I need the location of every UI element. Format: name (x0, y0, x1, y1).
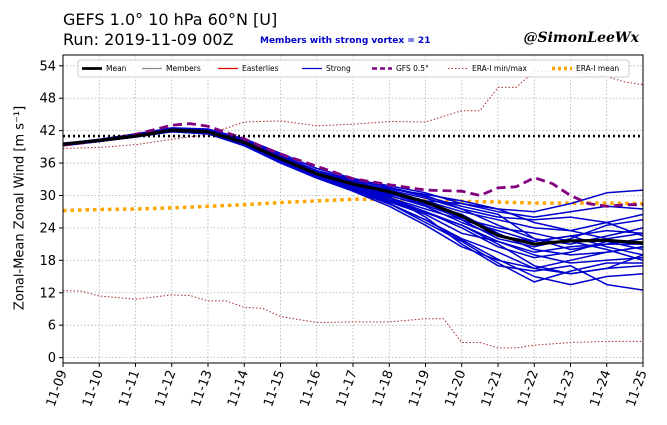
x-tick-label: 11-19 (406, 368, 433, 409)
legend-label: ERA-I min/max (472, 64, 527, 73)
legend-label: GFS 0.5° (396, 64, 429, 73)
legend-label: Mean (106, 64, 127, 73)
y-tick-label: 0 (48, 351, 56, 366)
x-tick-label: 11-11 (116, 368, 143, 409)
run-label: Run: 2019-11-09 00Z (63, 30, 234, 49)
x-tick-label: 11-15 (261, 368, 288, 409)
legend-label: ERA-I mean (576, 64, 619, 73)
y-tick-label: 36 (39, 157, 56, 172)
x-tick-label: 11-24 (587, 368, 614, 409)
y-tick-label: 6 (48, 319, 56, 334)
y-tick-label: 18 (39, 254, 56, 269)
x-tick-label: 11-22 (515, 368, 542, 409)
y-tick-label: 54 (39, 59, 56, 74)
x-tick-label: 11-20 (442, 368, 469, 409)
gfs-line (62, 122, 643, 208)
x-tick-label: 11-16 (297, 368, 324, 409)
legend-box (77, 59, 630, 78)
y-tick-label: 48 (39, 92, 56, 107)
x-tick-label: 11-25 (624, 368, 651, 409)
x-tick-label: 11-09 (44, 368, 71, 409)
y-tick-label: 24 (39, 221, 56, 236)
x-tick-label: 11-13 (189, 368, 216, 409)
x-tick-label: 11-17 (334, 368, 361, 409)
author-credit: @SimonLeeWx (523, 30, 640, 46)
strong-vortex-count: Members with strong vortex = 21 (260, 36, 431, 46)
era-max-line (62, 70, 644, 149)
mean-line (62, 128, 644, 246)
y-tick-label: 42 (39, 124, 56, 139)
x-tick-label: 11-10 (80, 368, 107, 409)
y-tick-label: 30 (39, 189, 56, 204)
legend-label: Strong (326, 64, 351, 73)
era-mean-line (62, 197, 644, 213)
legend-label: Members (166, 64, 201, 73)
x-tick-label: 11-18 (370, 368, 397, 409)
chart-title: GEFS 1.0° 10 hPa 60°N [U] (63, 10, 278, 29)
legend-label: Easterlies (242, 64, 279, 73)
x-tick-label: 11-23 (551, 368, 578, 409)
era-min-line (62, 290, 643, 349)
x-tick-label: 11-12 (152, 368, 179, 409)
y-tick-label: 12 (39, 286, 56, 301)
x-tick-label: 11-21 (479, 368, 506, 409)
x-tick-label: 11-14 (225, 368, 252, 409)
